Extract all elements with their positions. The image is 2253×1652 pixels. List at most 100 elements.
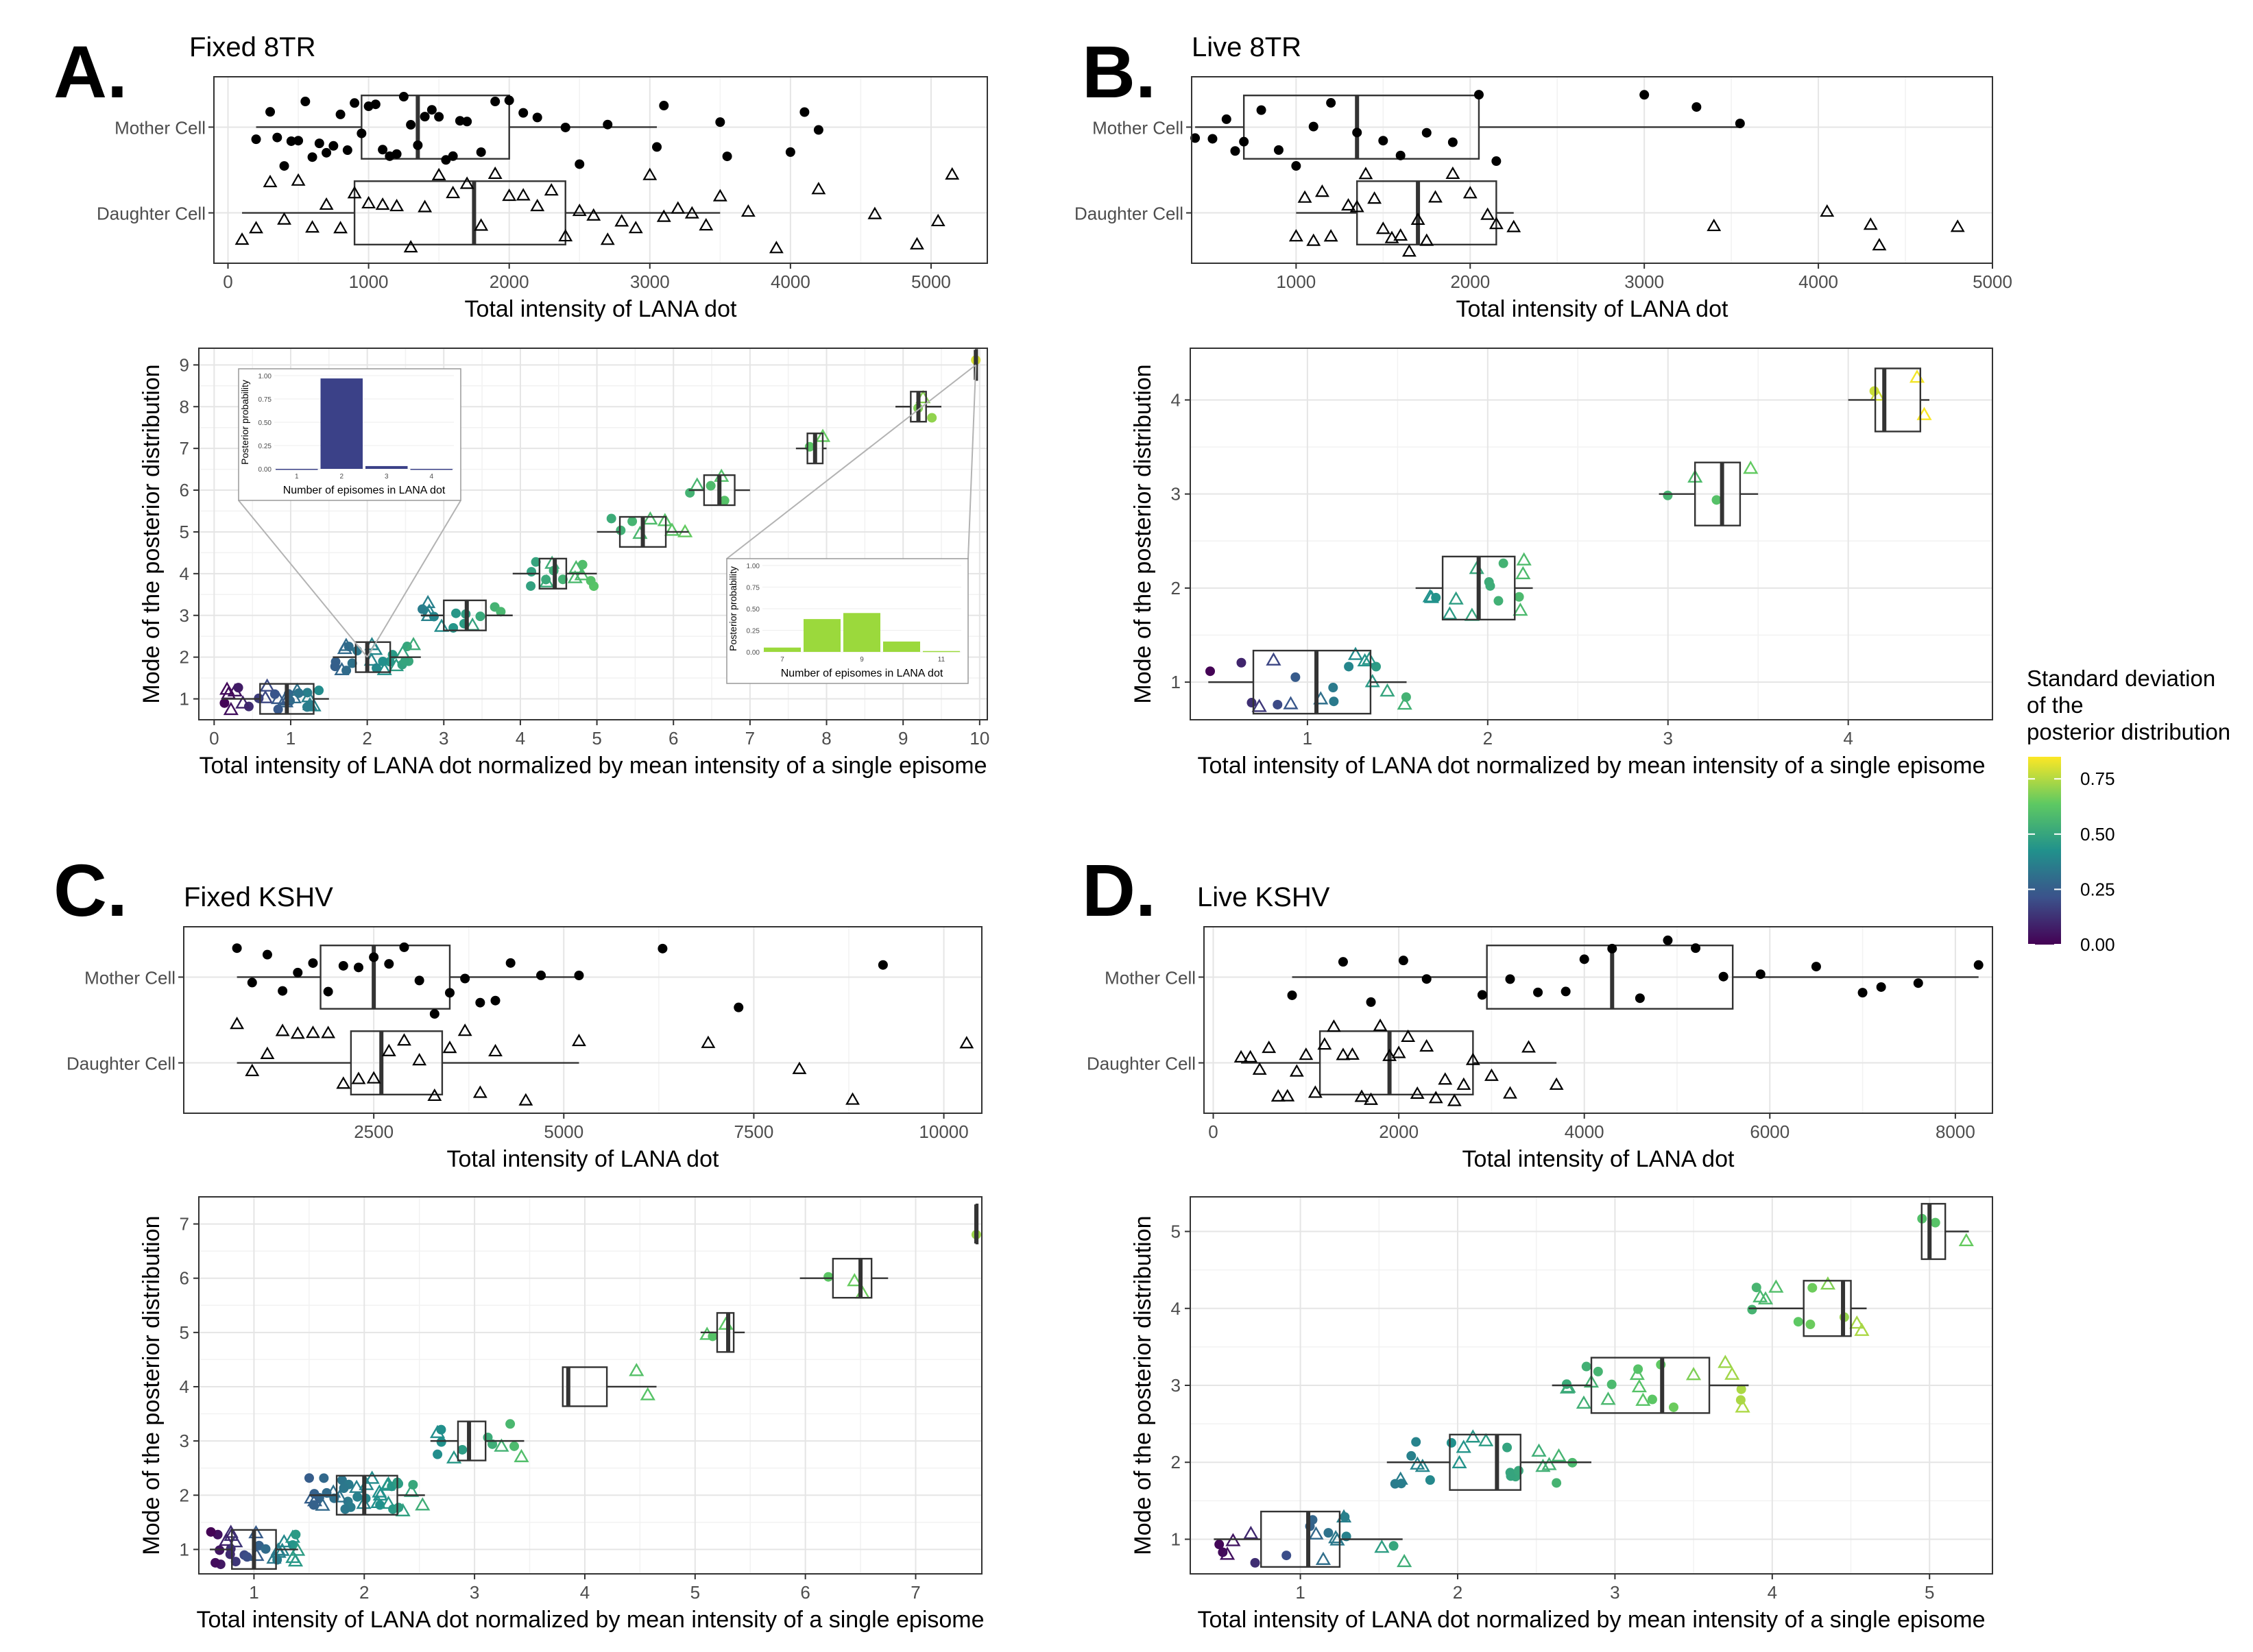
plot-frame <box>1190 1196 1993 1575</box>
panel-title-c: Fixed KSHV <box>184 882 333 912</box>
data-point <box>526 581 536 591</box>
data-point <box>364 1470 380 1484</box>
panel-letter-a: A. <box>53 30 128 113</box>
data-point <box>245 1063 260 1076</box>
data-point <box>291 173 306 186</box>
data-point <box>370 99 381 110</box>
data-point <box>616 525 626 535</box>
data-point <box>1633 1364 1643 1374</box>
data-point <box>1230 146 1240 156</box>
box <box>1318 1030 1474 1095</box>
x-tick-label: 7 <box>911 1582 920 1603</box>
data-point <box>1484 1068 1499 1081</box>
data-point <box>1379 683 1395 697</box>
data-point <box>263 174 278 188</box>
x-tick-label: 5 <box>592 728 601 749</box>
data-point <box>1631 1378 1647 1393</box>
inset-bar <box>764 647 801 652</box>
data-point <box>1559 1380 1576 1394</box>
x-tick-label: 4000 <box>1798 271 1838 292</box>
data-point <box>366 1071 381 1084</box>
inset-bar <box>365 465 408 469</box>
data-point <box>1735 119 1745 129</box>
data-point <box>1411 1437 1421 1447</box>
data-point <box>314 685 324 696</box>
box <box>1252 649 1372 715</box>
data-point <box>1357 653 1373 667</box>
data-point <box>1581 1361 1591 1372</box>
data-point <box>560 122 570 132</box>
data-point <box>1306 233 1321 246</box>
data-point <box>1735 1399 1750 1413</box>
x-axis-title: Total intensity of LANA dot normalized b… <box>196 1607 984 1633</box>
data-point <box>1190 133 1201 143</box>
data-point <box>448 151 458 161</box>
inset-connector <box>238 500 368 658</box>
data-point <box>426 105 437 115</box>
box <box>320 944 451 1010</box>
data-point <box>336 1076 351 1089</box>
data-point <box>378 145 388 155</box>
inset-x-tick: 11 <box>938 656 945 664</box>
data-point <box>628 221 643 234</box>
inset-y-tick: 0.50 <box>747 606 760 614</box>
data-point <box>1398 956 1408 966</box>
box <box>354 641 391 673</box>
data-point <box>527 567 537 577</box>
data-point <box>347 186 362 199</box>
x-tick-label: 2 <box>1453 1582 1462 1603</box>
data-point <box>557 574 568 585</box>
data-point <box>1691 943 1701 953</box>
data-point <box>1958 1232 1974 1247</box>
inset-bar <box>804 619 841 652</box>
data-point <box>811 182 826 195</box>
data-point <box>300 97 311 107</box>
x-tick-label: 6000 <box>1750 1121 1790 1142</box>
chart-panel-6: 1 2 3 4 5 6 7 1 2 3 4 5 6 7 Total intensity of LANA do… <box>138 1196 985 1633</box>
data-point <box>1685 1367 1702 1381</box>
data-point <box>496 607 506 617</box>
data-point <box>1521 1040 1536 1053</box>
data-point <box>1336 1047 1351 1060</box>
inset-connector <box>967 365 977 559</box>
data-point <box>509 1441 520 1451</box>
data-point <box>340 1504 350 1514</box>
colorbar-ticks: 0.75 0.50 0.25 0.00 <box>2028 768 2115 955</box>
data-point <box>664 522 680 536</box>
inset-y-tick: 1.00 <box>258 373 272 380</box>
data-point <box>251 134 261 145</box>
x-tick-label: 0 <box>1208 1121 1218 1142</box>
data-point <box>494 1438 509 1452</box>
data-point <box>309 1500 319 1510</box>
data-point <box>1505 974 1515 984</box>
data-point <box>1419 1038 1434 1052</box>
data-point <box>1384 230 1399 243</box>
data-point <box>397 1033 411 1046</box>
data-point <box>1647 1394 1657 1405</box>
data-point <box>335 109 346 119</box>
inset-bar <box>883 641 920 652</box>
data-point <box>350 98 360 108</box>
data-point <box>1635 1392 1651 1406</box>
data-point <box>342 145 352 156</box>
data-point <box>462 117 472 127</box>
data-point <box>823 1272 834 1282</box>
x-tick-label: 4000 <box>1565 1121 1604 1142</box>
panel-title-a: Fixed 8TR <box>189 32 316 62</box>
data-point <box>656 209 671 222</box>
x-tick-label: 1 <box>1303 728 1312 749</box>
x-tick-label: 4 <box>1768 1582 1777 1603</box>
plot-background <box>214 77 987 263</box>
data-point <box>293 688 304 699</box>
data-point <box>1262 1040 1277 1054</box>
data-point <box>1807 1283 1818 1293</box>
data-point <box>223 701 239 716</box>
data-point <box>1329 696 1339 707</box>
data-point <box>474 218 489 231</box>
data-point <box>1364 674 1380 688</box>
legend-title-line1: Standard deviation <box>2027 666 2215 691</box>
data-point <box>304 1473 314 1483</box>
data-point <box>427 1088 442 1102</box>
inset-connector <box>726 364 976 559</box>
